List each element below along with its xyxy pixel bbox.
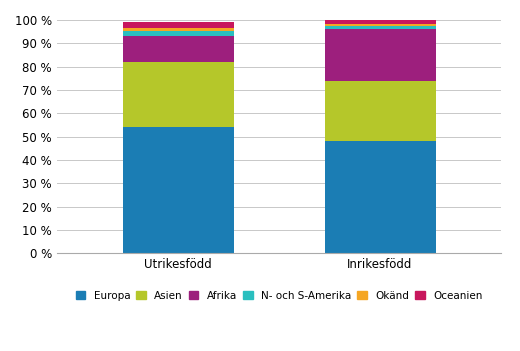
- Bar: [123, 127, 233, 253]
- Bar: [123, 31, 233, 37]
- Bar: [123, 22, 233, 28]
- Bar: [324, 141, 436, 253]
- Legend: Europa, Asien, Afrika, N- och S-Amerika, Okänd, Oceanien: Europa, Asien, Afrika, N- och S-Amerika,…: [74, 289, 485, 303]
- Bar: [324, 24, 436, 26]
- Bar: [123, 37, 233, 62]
- Bar: [123, 28, 233, 31]
- Bar: [324, 20, 436, 24]
- Bar: [324, 29, 436, 81]
- Bar: [324, 81, 436, 141]
- Bar: [123, 62, 233, 127]
- Bar: [324, 26, 436, 29]
